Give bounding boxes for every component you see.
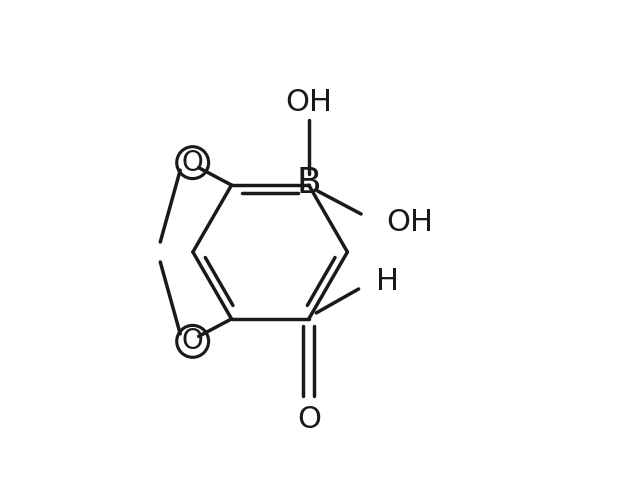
- Text: B: B: [296, 166, 321, 200]
- Text: OH: OH: [285, 88, 332, 117]
- Text: O: O: [182, 149, 204, 177]
- Text: H: H: [376, 267, 399, 296]
- Text: OH: OH: [386, 208, 433, 237]
- Text: O: O: [297, 405, 321, 434]
- Text: O: O: [182, 327, 204, 355]
